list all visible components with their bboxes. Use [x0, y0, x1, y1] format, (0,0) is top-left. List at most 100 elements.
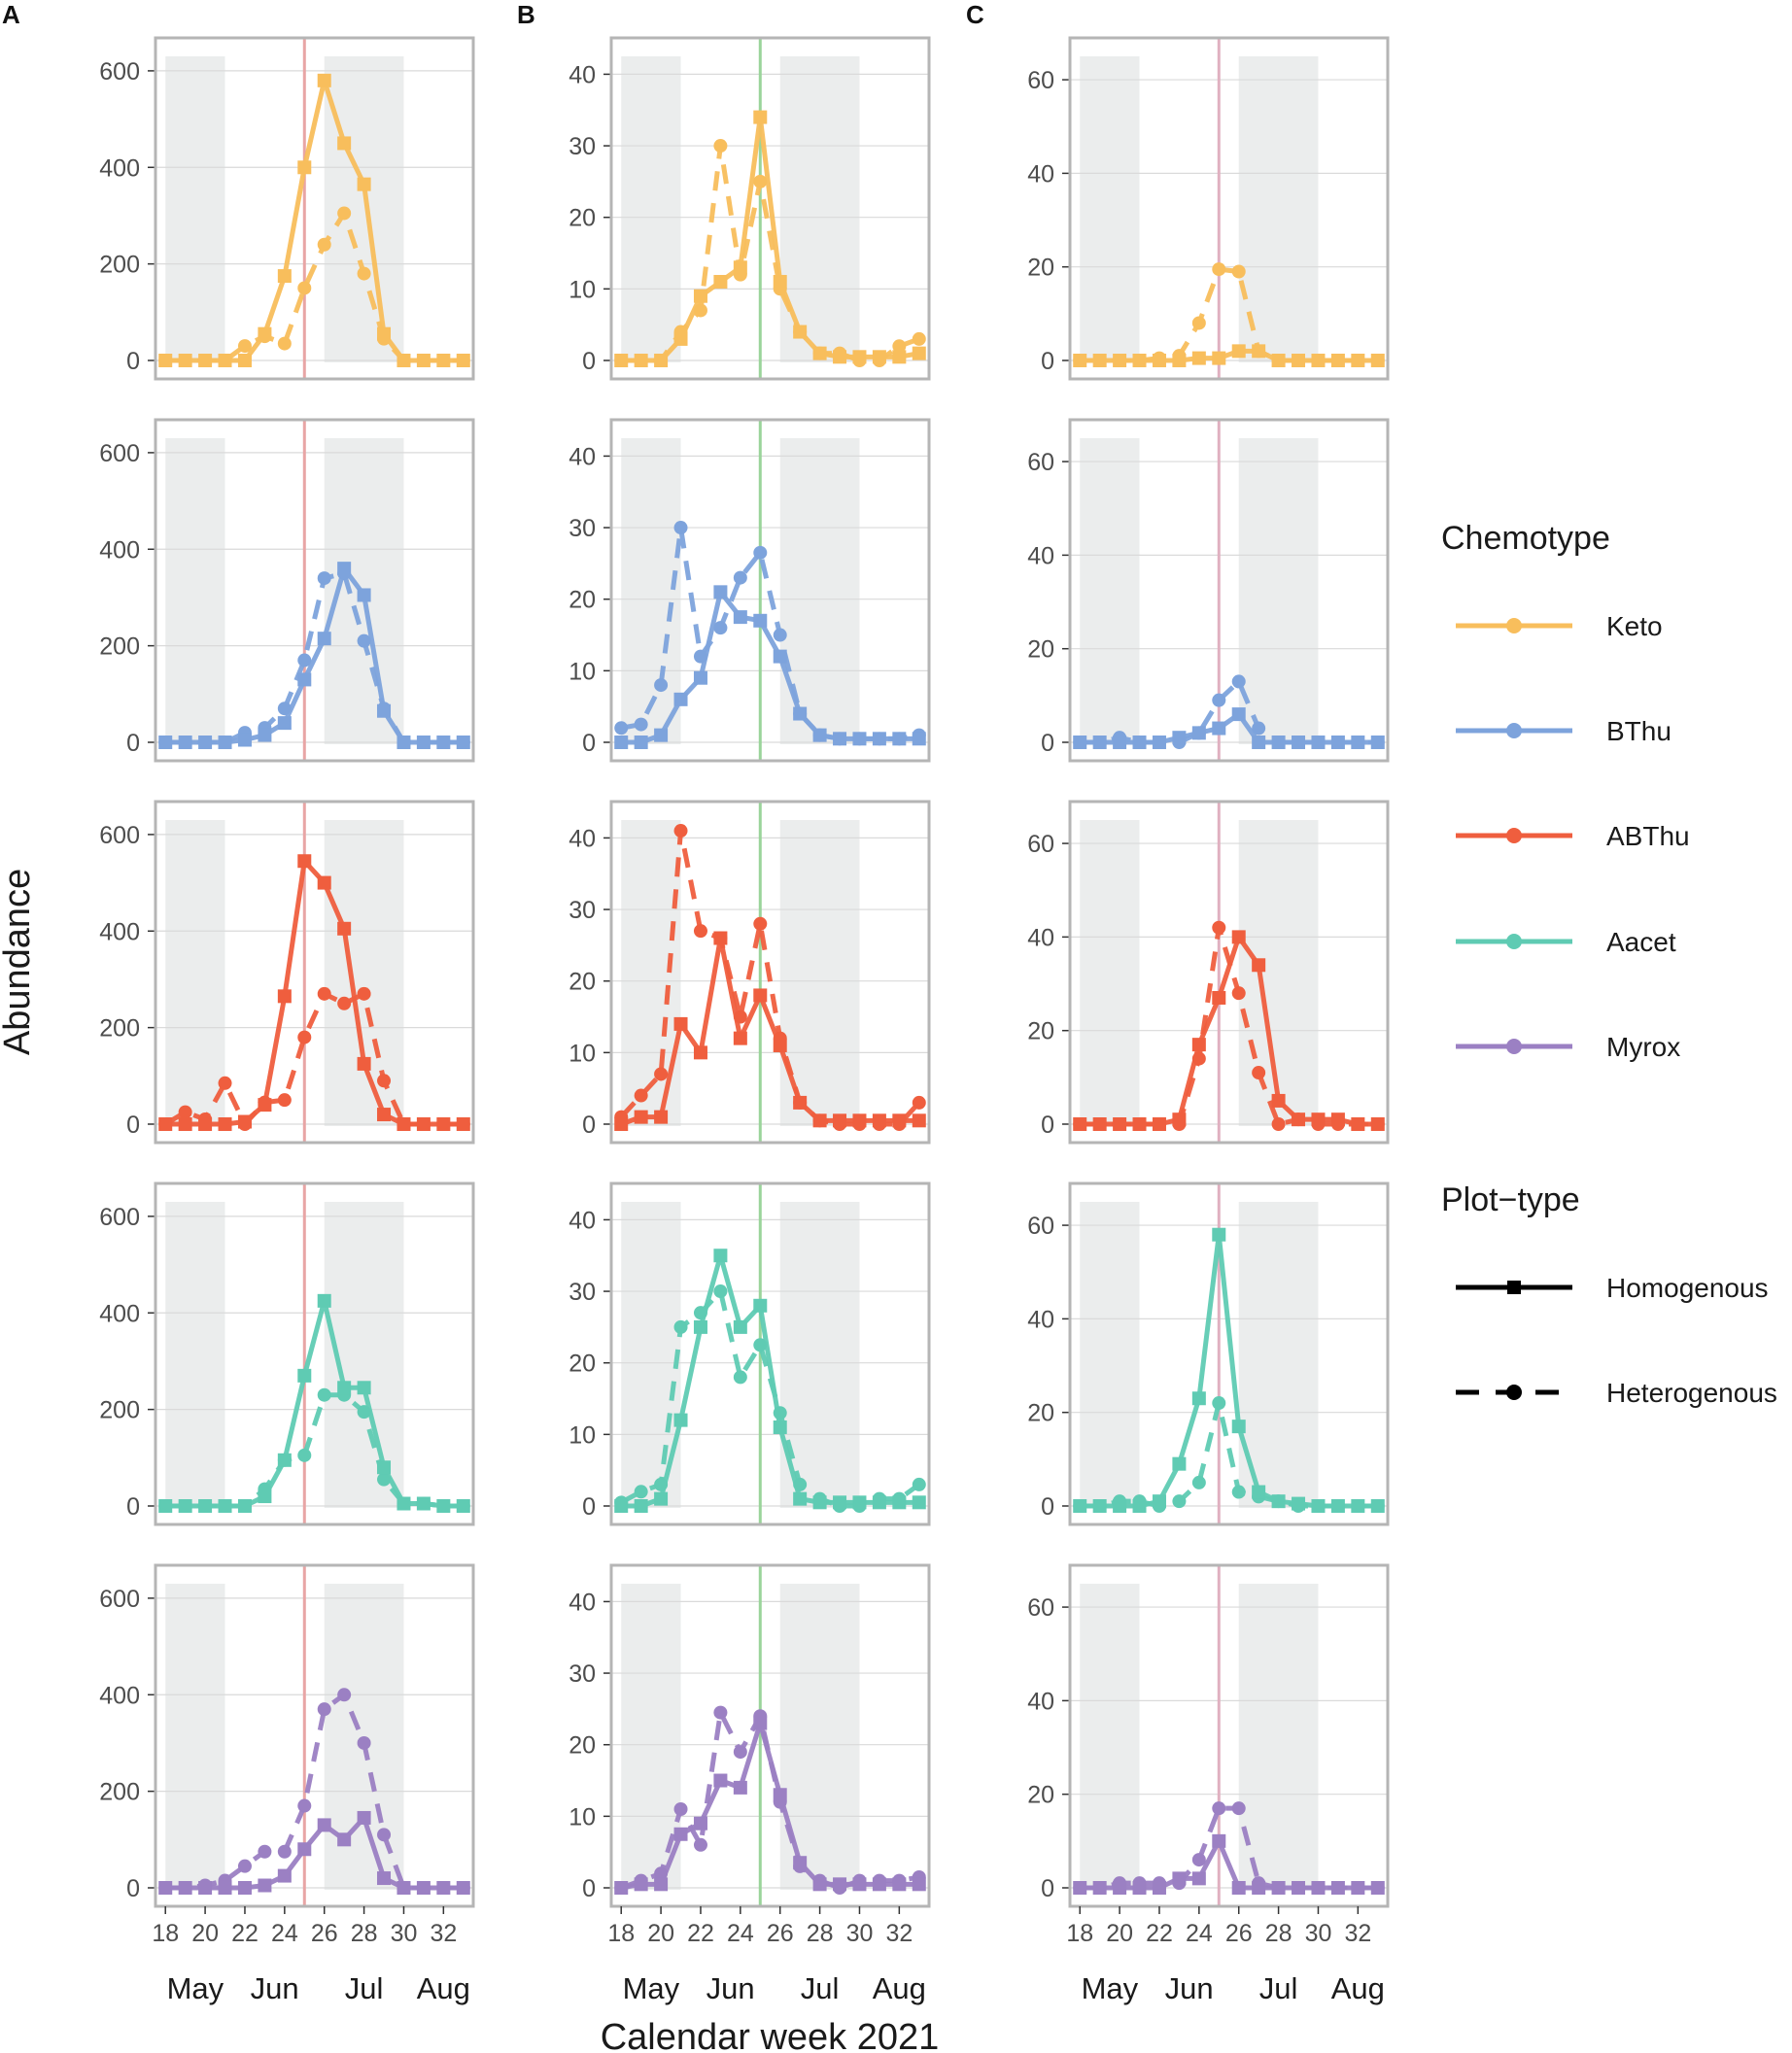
point-homogenous	[634, 1110, 648, 1124]
y-tick-label: 0	[126, 348, 140, 375]
month-label: Aug	[417, 1971, 470, 2005]
point-heterogenous	[1191, 316, 1206, 330]
point-homogenous	[1311, 736, 1326, 749]
y-tick-label: 10	[569, 658, 596, 685]
point-heterogenous	[297, 1798, 312, 1813]
shaded-period	[621, 820, 681, 1126]
point-homogenous	[416, 1117, 431, 1131]
point-heterogenous	[317, 237, 331, 252]
month-label: May	[1082, 1971, 1139, 2005]
y-tick-label: 10	[569, 1421, 596, 1449]
point-homogenous	[1292, 1496, 1306, 1511]
point-heterogenous	[773, 1406, 787, 1420]
point-homogenous	[773, 274, 787, 289]
point-heterogenous	[713, 1284, 728, 1299]
series-line-homogenous	[165, 1298, 464, 1509]
x-tick-label: 24	[1186, 1920, 1213, 1947]
point-homogenous	[377, 703, 392, 718]
point-homogenous	[872, 732, 886, 746]
y-tick-label: 0	[1041, 1493, 1054, 1521]
point-heterogenous	[317, 1702, 331, 1717]
legend-label-heterogenous: Heterogenous	[1606, 1378, 1777, 1408]
legend-key-marker	[1507, 1281, 1521, 1294]
point-homogenous	[793, 325, 808, 339]
point-homogenous	[1191, 1871, 1206, 1886]
point-homogenous	[1191, 351, 1206, 365]
point-homogenous	[1132, 354, 1147, 367]
facet-frame	[154, 418, 475, 763]
month-label: Jul	[801, 1971, 840, 2005]
point-homogenous	[773, 1420, 787, 1434]
point-heterogenous	[713, 1705, 728, 1720]
point-homogenous	[456, 1499, 470, 1513]
point-homogenous	[436, 1117, 451, 1131]
panel-letter-b: B	[517, 0, 535, 29]
month-label: Aug	[873, 1971, 926, 2005]
point-homogenous	[277, 269, 292, 284]
point-heterogenous	[733, 570, 747, 585]
point-heterogenous	[1212, 1396, 1226, 1411]
point-homogenous	[1271, 354, 1286, 367]
point-heterogenous	[237, 339, 252, 354]
point-homogenous	[1073, 1499, 1087, 1513]
point-homogenous	[436, 1499, 451, 1513]
point-homogenous	[1092, 1499, 1107, 1513]
point-homogenous	[614, 1881, 629, 1895]
point-homogenous	[456, 736, 470, 749]
facet-frame	[154, 1563, 475, 1908]
point-heterogenous	[317, 1387, 331, 1402]
point-heterogenous	[317, 986, 331, 1001]
point-heterogenous	[1231, 1485, 1246, 1499]
legend-key-marker	[1506, 618, 1522, 633]
point-homogenous	[1113, 1881, 1127, 1895]
series-line-homogenous	[165, 1815, 464, 1891]
facet-frame	[609, 800, 931, 1145]
y-tick-label: 10	[569, 1803, 596, 1831]
series-line-homogenous	[1080, 1232, 1378, 1509]
y-tick-label: 40	[1027, 924, 1054, 951]
point-homogenous	[892, 1877, 907, 1892]
point-homogenous	[1351, 1499, 1365, 1513]
point-heterogenous	[733, 1745, 747, 1760]
point-homogenous	[357, 1381, 371, 1395]
month-label: May	[167, 1971, 224, 2005]
point-homogenous	[178, 354, 192, 367]
point-homogenous	[812, 728, 827, 742]
legend: Chemotype Keto BThu ABThu Aacet Myrox Pl…	[1441, 520, 1777, 1408]
point-heterogenous	[673, 824, 688, 838]
point-heterogenous	[1252, 1066, 1266, 1080]
series-line-homogenous	[621, 589, 919, 745]
point-homogenous	[436, 1881, 451, 1895]
legend-key-marker	[1506, 1385, 1522, 1400]
point-homogenous	[198, 1499, 213, 1513]
point-homogenous	[1231, 930, 1246, 944]
series-line-homogenous	[1080, 1838, 1378, 1891]
y-tick-label: 20	[1027, 636, 1054, 664]
point-homogenous	[317, 1293, 331, 1308]
point-homogenous	[357, 588, 371, 602]
point-homogenous	[396, 736, 411, 749]
facet-col-a-aacet: 0 200 400 600	[99, 1181, 475, 1526]
point-heterogenous	[1271, 1117, 1286, 1131]
point-homogenous	[277, 1868, 292, 1883]
y-tick-label: 20	[569, 205, 596, 232]
point-homogenous	[733, 1319, 747, 1334]
facet-col-b-aacet: 0 10 20 30 40	[569, 1181, 931, 1526]
legend-key-marker	[1506, 828, 1522, 843]
point-homogenous	[872, 1113, 886, 1128]
point-homogenous	[396, 354, 411, 367]
point-homogenous	[753, 1298, 768, 1313]
point-homogenous	[357, 177, 371, 191]
y-tick-label: 0	[582, 1875, 596, 1902]
point-heterogenous	[773, 628, 787, 642]
point-homogenous	[733, 610, 747, 625]
point-homogenous	[833, 1495, 847, 1510]
point-heterogenous	[377, 1074, 392, 1088]
point-homogenous	[258, 1489, 272, 1504]
point-homogenous	[773, 1038, 787, 1052]
point-homogenous	[1191, 726, 1206, 740]
point-homogenous	[377, 1871, 392, 1886]
point-homogenous	[1311, 1881, 1326, 1895]
point-homogenous	[654, 1491, 669, 1506]
point-homogenous	[753, 110, 768, 124]
